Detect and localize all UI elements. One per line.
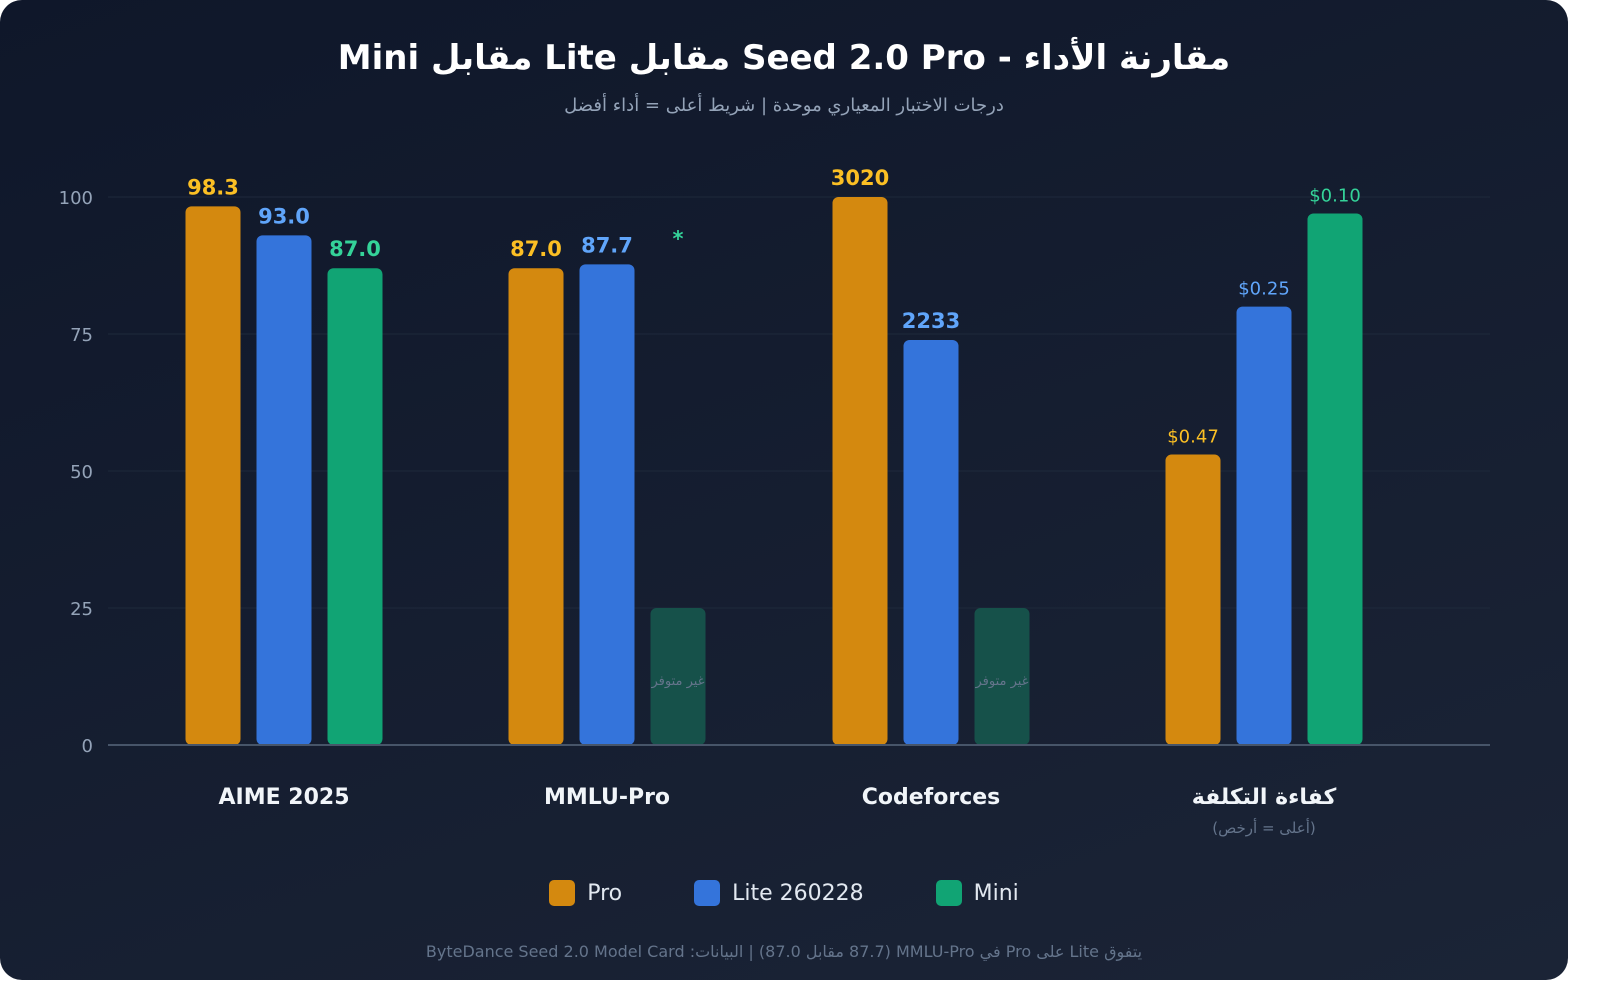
bar [579, 264, 635, 745]
data-label: 87.0 [510, 237, 562, 261]
y-tick-label: 100 [59, 188, 93, 209]
data-label: 3020 [831, 166, 889, 190]
data-label: 2233 [902, 309, 960, 333]
data-label: $0.10 [1309, 185, 1361, 206]
na-label: غير متوفر [650, 674, 704, 689]
bar-chart: 0 25 50 75 100 98.3 93.0 87.0 AIME 2025 87.0 87.7 غ… [59, 166, 1490, 837]
data-label: 87.0 [329, 237, 381, 261]
data-label: 98.3 [187, 175, 239, 199]
chart-card: مقارنة الأداء - Seed 2.0 Pro مقابل Lite … [0, 0, 1568, 980]
data-label: 87.7 [581, 233, 633, 257]
bar-unavailable [650, 608, 706, 745]
data-label: * [673, 227, 684, 251]
chart-title: مقارنة الأداء - Seed 2.0 Pro مقابل Lite … [337, 38, 1231, 78]
bar [1307, 213, 1363, 745]
bar [1165, 454, 1221, 745]
data-label: $0.47 [1167, 427, 1219, 448]
legend-swatch [694, 880, 721, 906]
legend-swatch [935, 880, 962, 906]
legend-item: Pro [549, 880, 622, 906]
y-tick-label: 25 [70, 599, 93, 620]
x-category-label: Codeforces [862, 785, 1001, 810]
bar [185, 206, 241, 746]
y-tick-label: 0 [82, 736, 93, 757]
y-tick-label: 50 [70, 462, 93, 483]
legend-swatch [549, 880, 576, 906]
legend-label: Pro [587, 880, 623, 906]
bar-unavailable [974, 608, 1030, 745]
data-label: $0.25 [1238, 279, 1290, 300]
na-label: غير متوفر [974, 674, 1028, 689]
bar [903, 340, 959, 745]
data-label: 93.0 [258, 204, 310, 228]
x-category-sublabel: (أعلى = أرخص) [1212, 818, 1315, 837]
bar [508, 268, 564, 745]
y-tick-label: 75 [70, 325, 93, 346]
bar [256, 235, 312, 746]
chart-subtitle: درجات الاختبار المعياري موحدة | شريط أعل… [564, 95, 1004, 116]
bar [832, 197, 888, 745]
legend: Pro Lite 260228 Mini [0, 880, 1568, 906]
x-category-label: MMLU-Pro [544, 785, 670, 810]
footer-note: يتفوق Lite على Pro في MMLU-Pro (87.7 مقا… [425, 942, 1143, 961]
legend-label: Lite 260228 [732, 880, 864, 906]
legend-item: Lite 260228 [694, 880, 864, 906]
legend-label: Mini [973, 880, 1019, 906]
x-category-label: AIME 2025 [218, 785, 349, 810]
bar [1236, 306, 1292, 745]
legend-item: Mini [935, 880, 1019, 906]
bar [327, 268, 383, 745]
x-category-label: كفاءة التكلفة [1192, 785, 1337, 810]
